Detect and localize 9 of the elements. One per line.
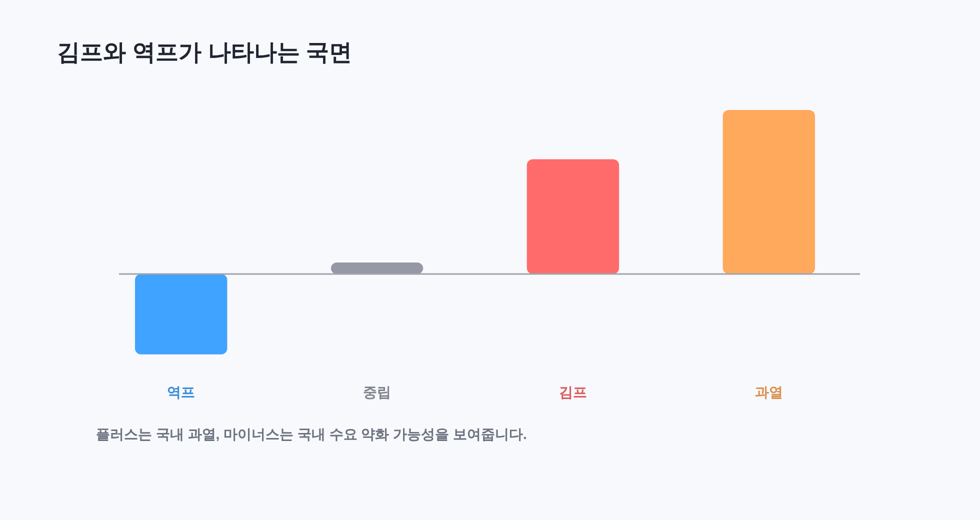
x-tick-label: 과열 [754,384,783,400]
bar [526,159,620,274]
bar [722,110,815,274]
chart-title: 김프와 역프가 나타나는 국면 [57,39,352,65]
x-tick-label: 김프 [558,384,587,400]
x-tick-label: 중립 [363,384,392,400]
text: 플러스는 국내 과열, 마이너스는 국내 수요 약화 가능성을 보여줍니다. [96,426,527,442]
bar [135,274,228,354]
x-tick-label: 역프 [167,384,196,400]
